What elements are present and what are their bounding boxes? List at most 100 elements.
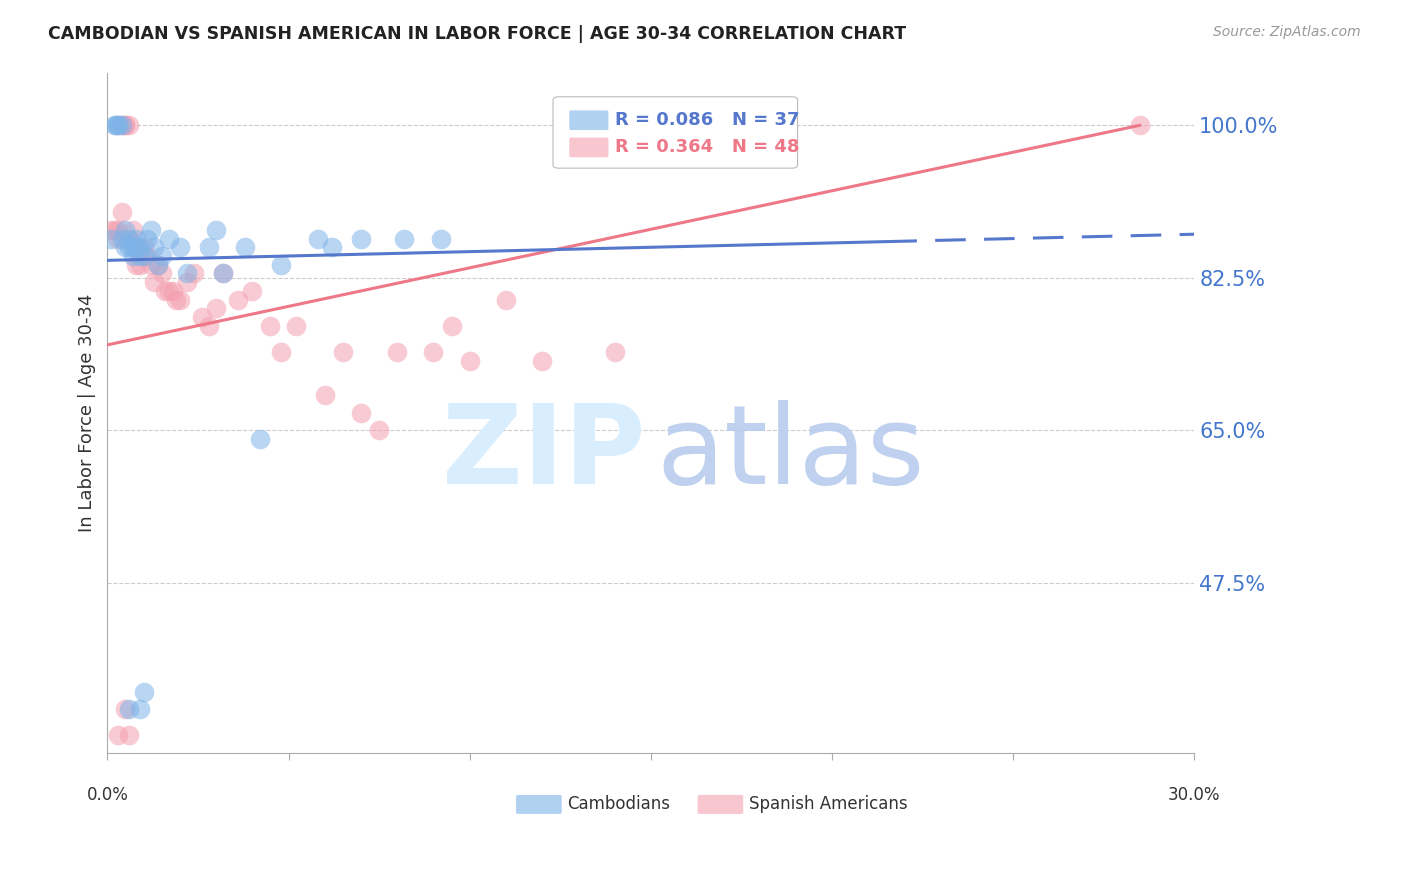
Point [169, 240, 191, 254]
Text: Spanish Americans: Spanish Americans [748, 796, 907, 814]
Point [157, 284, 180, 298]
Point [212, 267, 235, 281]
Point [111, 118, 134, 132]
Point [350, 406, 373, 420]
Text: 0.0%: 0.0% [86, 786, 128, 804]
Point [190, 310, 212, 324]
Point [259, 318, 281, 333]
Point [114, 702, 136, 716]
Point [422, 344, 444, 359]
Point [121, 249, 143, 263]
Point [143, 275, 166, 289]
Point [100, 223, 122, 237]
Point [226, 293, 249, 307]
Point [111, 205, 134, 219]
Point [136, 249, 159, 263]
Text: CAMBODIAN VS SPANISH AMERICAN IN LABOR FORCE | AGE 30-34 CORRELATION CHART: CAMBODIAN VS SPANISH AMERICAN IN LABOR F… [48, 25, 905, 43]
Point [136, 231, 159, 245]
Point [125, 240, 148, 254]
Text: Source: ZipAtlas.com: Source: ZipAtlas.com [1213, 25, 1361, 39]
Point [107, 231, 129, 245]
Point [129, 249, 152, 263]
Point [132, 240, 155, 254]
Point [531, 353, 554, 368]
Point [114, 118, 136, 132]
Point [394, 231, 416, 245]
Point [233, 240, 256, 254]
Point [104, 118, 127, 132]
Point [114, 240, 136, 254]
Point [458, 353, 481, 368]
Point [125, 231, 148, 245]
Text: Cambodians: Cambodians [567, 796, 671, 814]
Point [118, 728, 141, 742]
Point [183, 267, 205, 281]
Text: R = 0.086   N = 37: R = 0.086 N = 37 [614, 111, 800, 128]
Point [198, 318, 221, 333]
Point [118, 118, 141, 132]
Point [165, 293, 187, 307]
Point [162, 284, 184, 298]
Point [205, 301, 228, 316]
Point [1129, 118, 1152, 132]
Point [332, 344, 354, 359]
Point [212, 267, 235, 281]
Text: 30.0%: 30.0% [1168, 786, 1220, 804]
Point [118, 702, 141, 716]
Point [129, 702, 152, 716]
Point [169, 293, 191, 307]
Point [321, 240, 343, 254]
Point [111, 118, 134, 132]
Point [495, 293, 517, 307]
Point [150, 267, 173, 281]
Point [146, 258, 169, 272]
Point [107, 118, 129, 132]
Point [314, 388, 336, 402]
Point [440, 318, 463, 333]
Point [132, 249, 155, 263]
FancyBboxPatch shape [569, 111, 609, 130]
Point [129, 258, 152, 272]
Point [429, 231, 451, 245]
Point [121, 240, 143, 254]
Point [270, 258, 292, 272]
FancyBboxPatch shape [553, 96, 797, 169]
Point [350, 231, 373, 245]
Point [104, 118, 127, 132]
Point [139, 223, 162, 237]
Point [150, 249, 173, 263]
Point [132, 684, 155, 698]
FancyBboxPatch shape [697, 795, 744, 814]
FancyBboxPatch shape [516, 795, 562, 814]
Point [307, 231, 329, 245]
Point [114, 118, 136, 132]
Text: ZIP: ZIP [441, 401, 645, 508]
Text: atlas: atlas [657, 401, 925, 508]
Point [205, 223, 228, 237]
Point [143, 240, 166, 254]
Point [198, 240, 221, 254]
Point [104, 223, 127, 237]
Point [129, 240, 152, 254]
Point [118, 231, 141, 245]
Point [125, 258, 148, 272]
Point [139, 258, 162, 272]
Point [107, 118, 129, 132]
Point [125, 240, 148, 254]
Point [249, 432, 271, 446]
Point [284, 318, 307, 333]
Point [114, 223, 136, 237]
Point [107, 728, 129, 742]
Text: R = 0.364   N = 48: R = 0.364 N = 48 [614, 138, 800, 156]
Point [107, 223, 129, 237]
Y-axis label: In Labor Force | Age 30-34: In Labor Force | Age 30-34 [79, 293, 96, 532]
Point [603, 344, 626, 359]
Point [176, 275, 198, 289]
Point [368, 423, 391, 437]
FancyBboxPatch shape [569, 137, 609, 157]
Point [157, 231, 180, 245]
Point [155, 284, 177, 298]
Point [111, 231, 134, 245]
Point [118, 240, 141, 254]
Point [146, 258, 169, 272]
